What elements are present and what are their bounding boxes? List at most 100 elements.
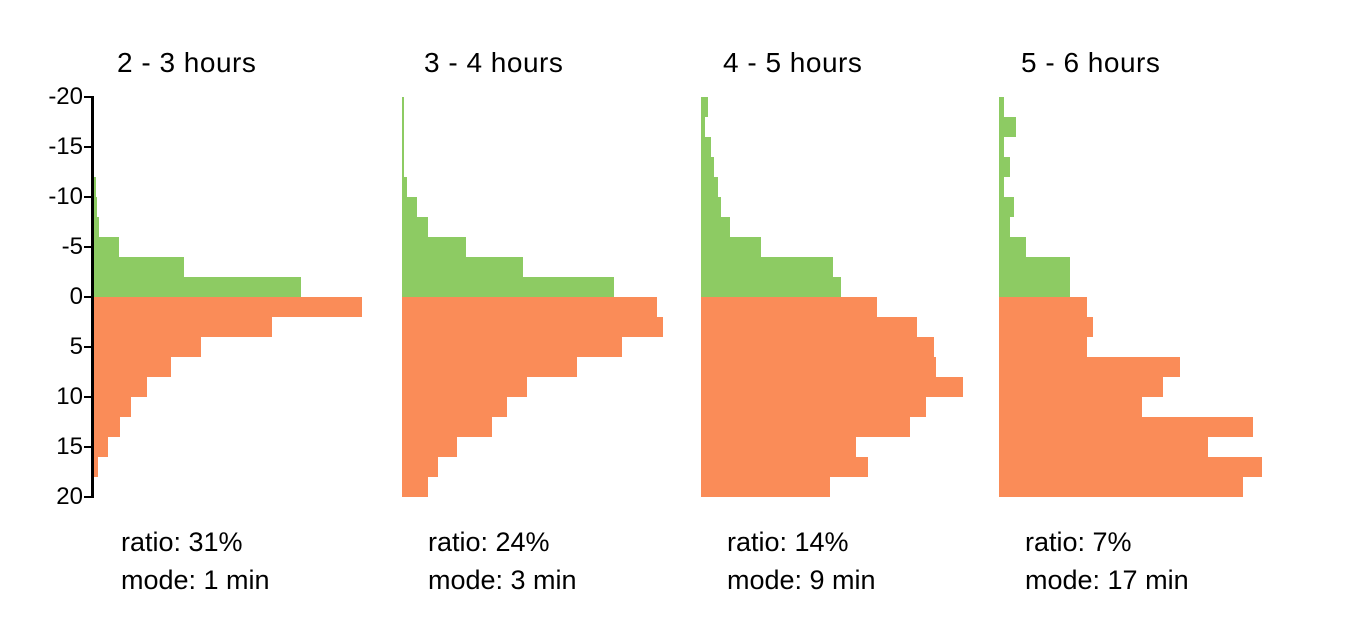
histogram-bar [94,377,147,397]
histogram-bar [999,217,1010,237]
mode-label: mode: 1 min [121,565,270,595]
histogram-bar [94,237,119,257]
histogram-bar [402,237,466,257]
y-axis-tick-label: -20 [48,83,83,110]
histogram-bar [402,317,663,337]
histogram-bar [701,177,718,197]
histogram-bar [94,317,272,337]
y-axis-tick [84,495,91,499]
mode-label: mode: 9 min [727,565,876,595]
y-axis-tick [84,195,91,199]
y-axis-tick [84,395,91,399]
histogram-bar [402,457,438,477]
histogram-bar [701,317,917,337]
histogram-bar [999,337,1087,357]
histogram-bar [402,357,577,377]
histogram-bar [999,137,1004,157]
histogram-bar [402,217,428,237]
ratio-label: ratio: 24% [428,527,550,557]
y-axis-tick [84,445,91,449]
histogram-bar [701,277,841,297]
histogram-bar [701,197,721,217]
histogram-bar [402,417,492,437]
y-axis-tick-label: 15 [56,433,83,460]
chart-title: 3 - 4 hours [424,47,564,78]
histogram-bar [999,277,1070,297]
y-axis-tick-label: -10 [48,183,83,210]
chart-title: 4 - 5 hours [723,47,863,78]
histogram-bar [999,157,1010,177]
y-axis-tick-label: -5 [61,233,83,260]
histogram-bar [402,137,404,157]
histogram-bar [701,297,877,317]
chart-title: 2 - 3 hours [117,47,257,78]
histogram-bar [999,297,1087,317]
histogram-bar [402,297,657,317]
ratio-label: ratio: 14% [727,527,849,557]
histogram-bar [94,277,301,297]
histogram-bar [999,457,1262,477]
histogram-bar [999,257,1070,277]
histogram-bar [94,337,201,357]
histogram-bar [402,477,428,497]
histogram-bar [94,357,171,377]
histogram-bar [999,357,1180,377]
histogram-bar [94,217,99,237]
histogram-bar [999,177,1004,197]
ratio-label: ratio: 7% [1025,527,1132,557]
y-axis-tick-label: -15 [48,133,83,160]
histogram-bar [402,157,404,177]
ratio-label: ratio: 31% [121,527,243,557]
histogram-bar [701,137,711,157]
histogram-panel-2-3-hours: 2 - 3 hours ratio: 31% mode: 1 min [95,0,401,642]
histogram-panel-4-5-hours: 4 - 5 hours ratio: 14% mode: 9 min [701,0,1007,642]
histogram-bar [999,117,1016,137]
mode-label: mode: 3 min [428,565,577,595]
chart-title: 5 - 6 hours [1021,47,1161,78]
y-axis-tick-label: 0 [69,283,83,310]
histogram-bar [94,417,120,437]
y-axis-tick-label: 20 [56,483,83,510]
histogram-bar [402,437,457,457]
histogram-bar [701,257,833,277]
histogram-bar [402,337,622,357]
y-axis-tick-label: 5 [69,333,83,360]
histogram-bar [701,337,934,357]
histogram-bar [701,457,868,477]
histogram-panel-5-6-hours: 5 - 6 hours ratio: 7% mode: 17 min [999,0,1305,642]
histogram-bar [94,197,97,217]
histogram-bar [701,157,714,177]
histogram-bar [999,477,1243,497]
histogram-bar [999,317,1093,337]
histogram-bar [701,117,705,137]
histogram-bar [999,417,1253,437]
histogram-bar [402,97,404,117]
histogram-panel-3-4-hours: 3 - 4 hours ratio: 24% mode: 3 min [402,0,708,642]
histogram-bar [402,117,404,137]
histogram-bar [402,397,507,417]
histogram-bar [701,397,926,417]
histogram-bar [701,217,730,237]
histogram-bar [94,397,131,417]
histogram-bar [402,377,527,397]
histogram-bar [402,177,407,197]
histogram-bar [701,357,936,377]
histogram-bar [94,177,96,197]
histogram-bar [402,197,417,217]
histogram-bar [94,457,98,477]
y-axis-tick-label: 10 [56,383,83,410]
histogram-bar [999,397,1142,417]
histogram-bar [999,377,1163,397]
mode-label: mode: 17 min [1025,565,1189,595]
histogram-bar [999,97,1004,117]
histogram-bar [701,417,910,437]
histogram-bar [94,437,108,457]
histogram-bar [701,237,761,257]
y-axis-tick [84,345,91,349]
histogram-bar [402,257,523,277]
histogram-bar [701,97,708,117]
y-axis-line [91,96,94,498]
histogram-bar [701,377,963,397]
histogram-bar [999,237,1026,257]
